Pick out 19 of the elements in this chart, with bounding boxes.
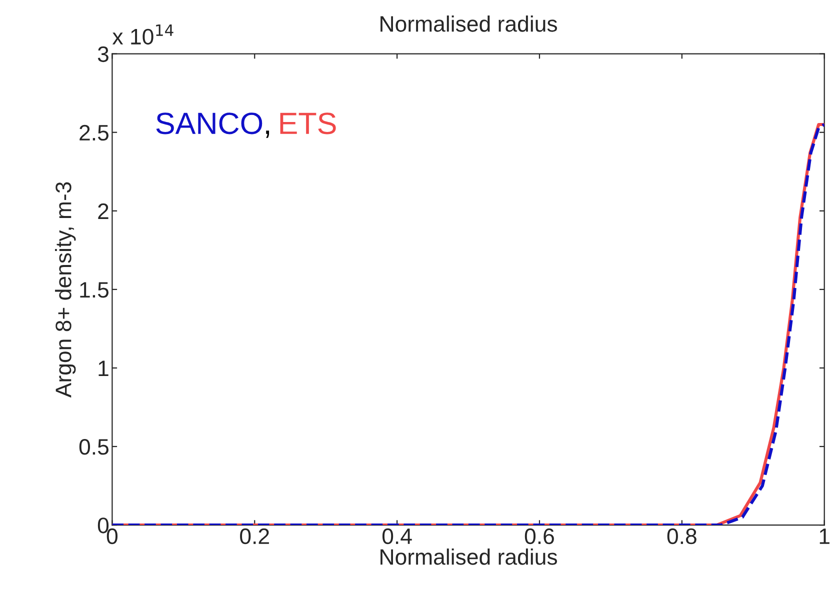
y-tick-label: 3 (98, 46, 108, 62)
x-axis-title: Normalised radius (380, 548, 558, 565)
y-tick-label: 0.5 (79, 439, 108, 455)
text: ETS (280, 112, 336, 134)
chart-title: Normalised radius (380, 15, 558, 32)
y-tick-label: 2 (98, 203, 108, 219)
y-tick-label: 1.5 (80, 282, 108, 298)
y-tick-label: 2.5 (80, 124, 108, 141)
x-tick-label: 0.2 (240, 528, 269, 544)
x-tick-label: 0.4 (382, 528, 412, 544)
x-tick-label: 0.6 (524, 528, 554, 544)
annotation: , (266, 130, 270, 138)
y-tick-label: 1 (98, 360, 108, 376)
text: x 10$^{14}$ (112, 24, 174, 45)
y-axis-title: Argon 8+ density, m-3 (55, 182, 76, 398)
text: SANCO (156, 112, 262, 134)
y-tick-label: 0 (98, 518, 109, 534)
x-tick-label: 0.8 (667, 528, 696, 544)
x-tick-label: 1 (820, 528, 830, 544)
